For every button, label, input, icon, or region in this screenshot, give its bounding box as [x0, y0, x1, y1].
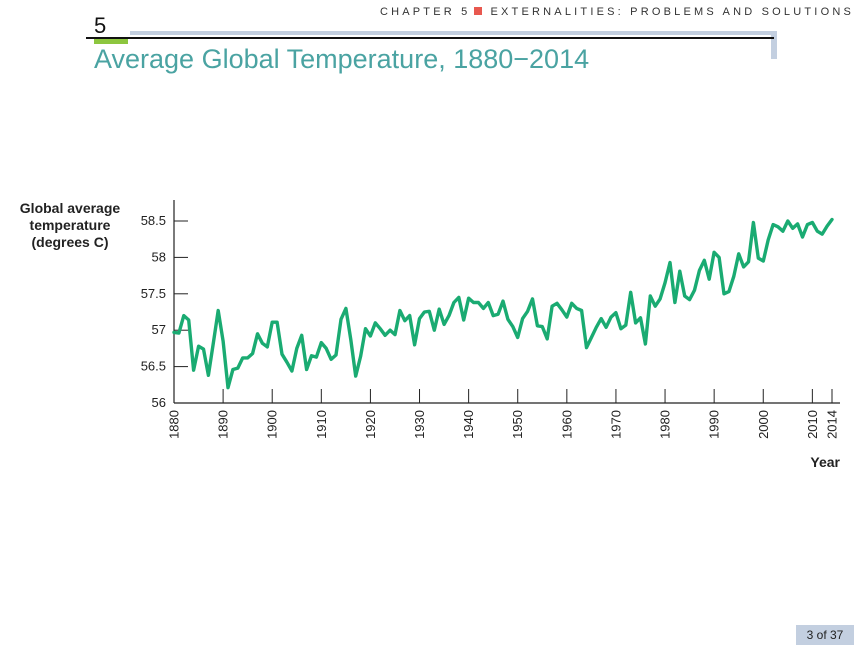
- x-tick-label: 2000: [756, 410, 771, 439]
- bullet-square-icon: [474, 7, 483, 15]
- slide-title: Average Global Temperature, 1880−2014: [94, 44, 590, 74]
- x-tick-label: 1960: [559, 410, 574, 439]
- header-bar-end: [771, 31, 777, 59]
- y-tick-label: 58.5: [141, 213, 166, 228]
- x-tick-label: 2014: [825, 410, 840, 439]
- x-tick-label: 2010: [805, 410, 820, 439]
- chapter-title: EXTERNALITIES: PROBLEMS AND SOLUTIONS: [490, 6, 854, 18]
- header-bar: [130, 31, 776, 35]
- y-tick-label: 57: [152, 322, 166, 337]
- x-tick-label: 1930: [412, 410, 427, 439]
- header-rule: [86, 37, 774, 39]
- y-tick-label: 58: [152, 249, 166, 264]
- page-number: 3 of 37: [796, 625, 854, 645]
- chapter-number: 5: [94, 13, 107, 38]
- x-tick-label: 1950: [510, 410, 525, 439]
- y-tick-label: 56.5: [141, 359, 166, 374]
- x-tick-label: 1910: [314, 410, 329, 439]
- x-tick-label: 1900: [265, 410, 280, 439]
- x-tick-label: 1890: [216, 410, 231, 439]
- x-tick-label: 1940: [461, 410, 476, 439]
- chapter-accent-tab: [94, 39, 128, 44]
- x-tick-label: 1980: [658, 410, 673, 439]
- y-tick-label: 57.5: [141, 286, 166, 301]
- y-axis-label-line: temperature: [29, 217, 111, 233]
- y-axis-label-line: (degrees C): [31, 234, 109, 250]
- y-axis-label: Global average temperature (degrees C): [8, 200, 132, 251]
- x-tick-label: 1920: [363, 410, 378, 439]
- chapter-label: CHAPTER 5: [379, 6, 471, 18]
- x-axis-label: Year: [810, 454, 840, 470]
- x-tick-label: 1880: [167, 410, 182, 439]
- temperature-series-line: [172, 217, 834, 390]
- y-tick-label: 56: [152, 395, 166, 410]
- x-tick-label: 1970: [608, 410, 623, 439]
- chapter-header: CHAPTER 5 EXTERNALITIES: PROBLEMS AND SOL…: [380, 6, 854, 18]
- y-axis-label-line: Global average: [19, 200, 121, 216]
- x-tick-label: 1990: [707, 410, 722, 439]
